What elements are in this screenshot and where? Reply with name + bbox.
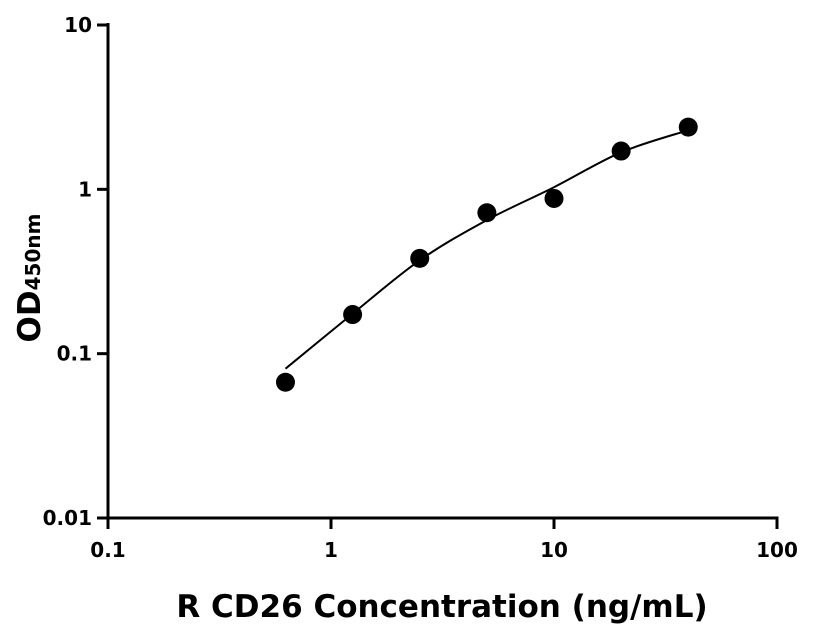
y-axis-label-sub: 450nm [21, 214, 45, 291]
y-axis-label: OD450nm [12, 214, 48, 343]
x-ticks: 0.1 1 10 100 [90, 518, 798, 562]
x-tick-label: 100 [756, 538, 798, 562]
y-ticks: 0.01 0.1 1 10 [43, 13, 108, 530]
y-tick-label: 0.01 [43, 506, 92, 530]
x-tick-label: 1 [324, 538, 338, 562]
y-tick-label: 10 [64, 13, 92, 37]
x-tick-label: 10 [540, 538, 568, 562]
data-point [477, 203, 497, 223]
data-point [410, 248, 430, 268]
fit-curve [284, 129, 689, 370]
y-axis-label-main: OD [12, 290, 48, 342]
data-point [275, 372, 295, 392]
x-tick-label: 0.1 [90, 538, 125, 562]
y-tick-label: 1 [78, 177, 92, 201]
data-point [678, 117, 698, 137]
data-points [275, 117, 698, 392]
data-point [343, 305, 363, 325]
axes [106, 23, 779, 520]
x-axis-label: R CD26 Concentration (ng/mL) [176, 589, 707, 625]
data-point [611, 141, 631, 161]
y-tick-label: 0.1 [57, 342, 92, 366]
data-point [544, 188, 564, 208]
